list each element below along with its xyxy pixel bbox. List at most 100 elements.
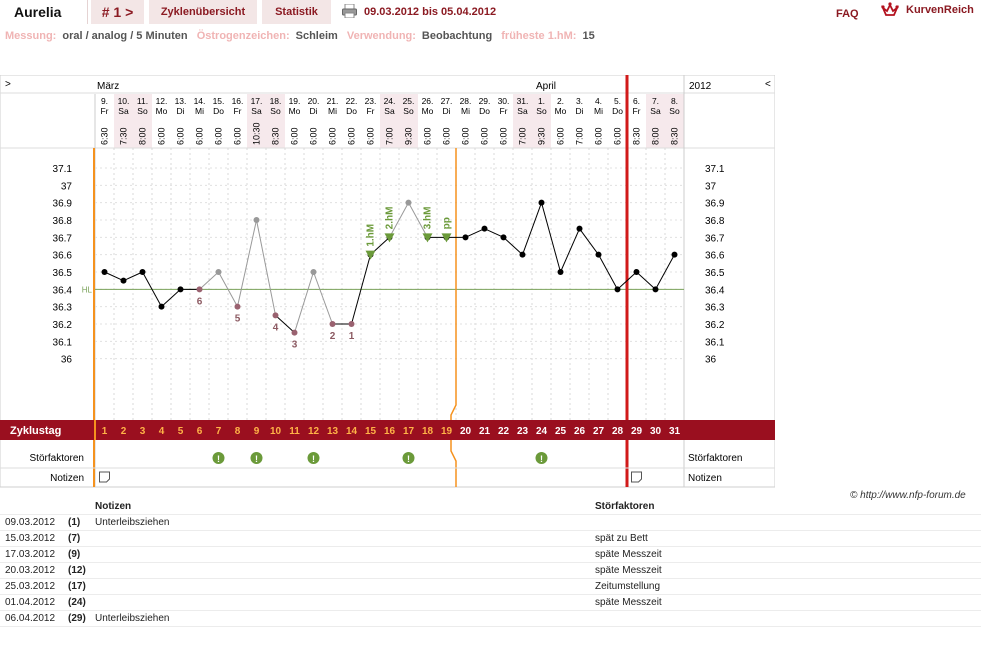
cycle-day-number: 26 xyxy=(574,426,586,437)
weekend-shade xyxy=(532,94,551,148)
temp-segment xyxy=(541,202,561,273)
cell-date: 20.03.2012 xyxy=(5,565,56,576)
temp-point xyxy=(329,321,336,327)
meta-label: Verwendung: xyxy=(346,30,416,42)
y-tick-label-right: 37 xyxy=(705,181,717,192)
nav-left-button[interactable]: > xyxy=(5,79,11,90)
warning-icon[interactable] xyxy=(307,452,320,464)
table-row: 01.04.2012 (24) späte Messzeit xyxy=(0,595,981,611)
weekday-label: Fr xyxy=(499,106,507,116)
day-number: 18. xyxy=(270,96,282,106)
day-number: 4. xyxy=(595,96,602,106)
y-tick-label: 36.4 xyxy=(53,285,73,296)
cycle-day-number: 25 xyxy=(555,426,567,437)
table-row: 25.03.2012 (17) Zeitumstellung xyxy=(0,579,981,595)
warning-icon[interactable] xyxy=(212,452,225,464)
day-number: 16. xyxy=(232,96,244,106)
nav-right-button[interactable]: < xyxy=(765,79,771,90)
measure-time: 6:00 xyxy=(480,127,490,145)
temp-segment xyxy=(237,219,257,307)
cycle-day-number: 27 xyxy=(593,426,605,437)
measure-time: 9:30 xyxy=(537,127,547,145)
warning-icon[interactable] xyxy=(535,452,548,464)
weekday-label: Mi xyxy=(195,106,204,116)
cell-date: 01.04.2012 xyxy=(5,597,56,608)
temp-segment xyxy=(218,271,238,307)
temp-segment xyxy=(560,228,580,273)
cycle-day-number: 29 xyxy=(631,426,643,437)
temp-point xyxy=(253,217,260,223)
crown-logo-icon xyxy=(881,2,899,16)
y-tick-label: 36.9 xyxy=(53,199,73,210)
y-tick-label: 37 xyxy=(61,181,73,192)
weekday-label: Do xyxy=(213,106,224,116)
y-tick-label-right: 36.7 xyxy=(705,233,725,244)
cycle-day-number: 14 xyxy=(346,426,358,437)
cell-day: (24) xyxy=(68,597,86,608)
measure-time: 6:30 xyxy=(100,127,110,145)
cycle-day-number: 19 xyxy=(441,426,453,437)
weekday-label: So xyxy=(669,106,680,116)
y-tick-label-right: 36.1 xyxy=(705,337,725,348)
cycle-day-label: Zyklustag xyxy=(10,425,61,437)
weekday-label: Sa xyxy=(118,106,129,116)
measure-time: 6:00 xyxy=(233,127,243,145)
temp-point xyxy=(671,251,678,258)
tab-statistics[interactable]: Statistik xyxy=(262,0,331,24)
measure-time: 8:00 xyxy=(651,127,661,145)
tab-cycle-overview[interactable]: Zyklenübersicht xyxy=(149,0,257,24)
temp-point xyxy=(500,234,507,241)
y-tick-label-right: 36.5 xyxy=(705,268,725,279)
note-icon[interactable] xyxy=(631,471,642,483)
high-marker-label: 3.hM xyxy=(423,207,434,230)
temp-point xyxy=(348,321,355,327)
y-tick-label-right: 36.4 xyxy=(705,285,725,296)
cell-day: (7) xyxy=(68,533,81,544)
cell-day: (12) xyxy=(68,565,86,576)
meta-value: Schleim xyxy=(295,30,338,42)
cycle-day-number: 12 xyxy=(308,426,320,437)
cell-disturb: späte Messzeit xyxy=(595,565,662,576)
measure-time: 8:30 xyxy=(632,127,642,145)
measure-time: 6:00 xyxy=(309,127,319,145)
date-range: 09.03.2012 bis 05.04.2012 xyxy=(364,6,497,18)
measure-time: 8:00 xyxy=(138,127,148,145)
temp-point xyxy=(405,199,412,206)
measure-time: 8:30 xyxy=(271,127,281,145)
cell-day: (1) xyxy=(68,517,81,528)
warning-icon[interactable] xyxy=(250,452,263,464)
temp-point xyxy=(576,225,583,232)
temp-point xyxy=(310,269,317,275)
notes-row-label: Notizen xyxy=(50,473,84,484)
brand-link[interactable]: KurvenReich xyxy=(906,4,974,16)
faq-link[interactable]: FAQ xyxy=(836,8,859,20)
temp-segment xyxy=(275,314,295,334)
cycle-day-number: 3 xyxy=(140,426,146,437)
temp-segment xyxy=(294,271,314,333)
y-tick-label: 36.8 xyxy=(53,216,73,227)
temp-segment xyxy=(598,254,618,290)
table-header: Notizen Störfaktoren xyxy=(0,499,981,515)
temp-segment xyxy=(484,228,504,238)
cycle-nav-button[interactable]: # 1 > xyxy=(91,0,144,24)
temp-point xyxy=(462,234,469,241)
low-value-label: 1 xyxy=(349,331,355,342)
weekday-label: Mi xyxy=(594,106,603,116)
note-icon[interactable] xyxy=(99,471,110,483)
printer-icon[interactable] xyxy=(342,4,357,18)
cell-date: 17.03.2012 xyxy=(5,549,56,560)
temp-segment xyxy=(389,202,409,238)
day-number: 13. xyxy=(175,96,187,106)
measure-time: 6:00 xyxy=(366,127,376,145)
cycle-day-number: 7 xyxy=(216,426,222,437)
day-number: 31. xyxy=(517,96,529,106)
table-row: 09.03.2012 (1) Unterleibsziehen xyxy=(0,515,981,531)
meta-value: oral / analog / 5 Minuten xyxy=(62,30,188,42)
temp-point xyxy=(481,225,488,232)
warning-icon[interactable] xyxy=(402,452,415,464)
day-number: 5. xyxy=(614,96,621,106)
y-tick-label: 36 xyxy=(61,355,73,366)
temp-point xyxy=(196,286,203,293)
measure-time: 6:00 xyxy=(347,127,357,145)
cell-disturb: späte Messzeit xyxy=(595,549,662,560)
